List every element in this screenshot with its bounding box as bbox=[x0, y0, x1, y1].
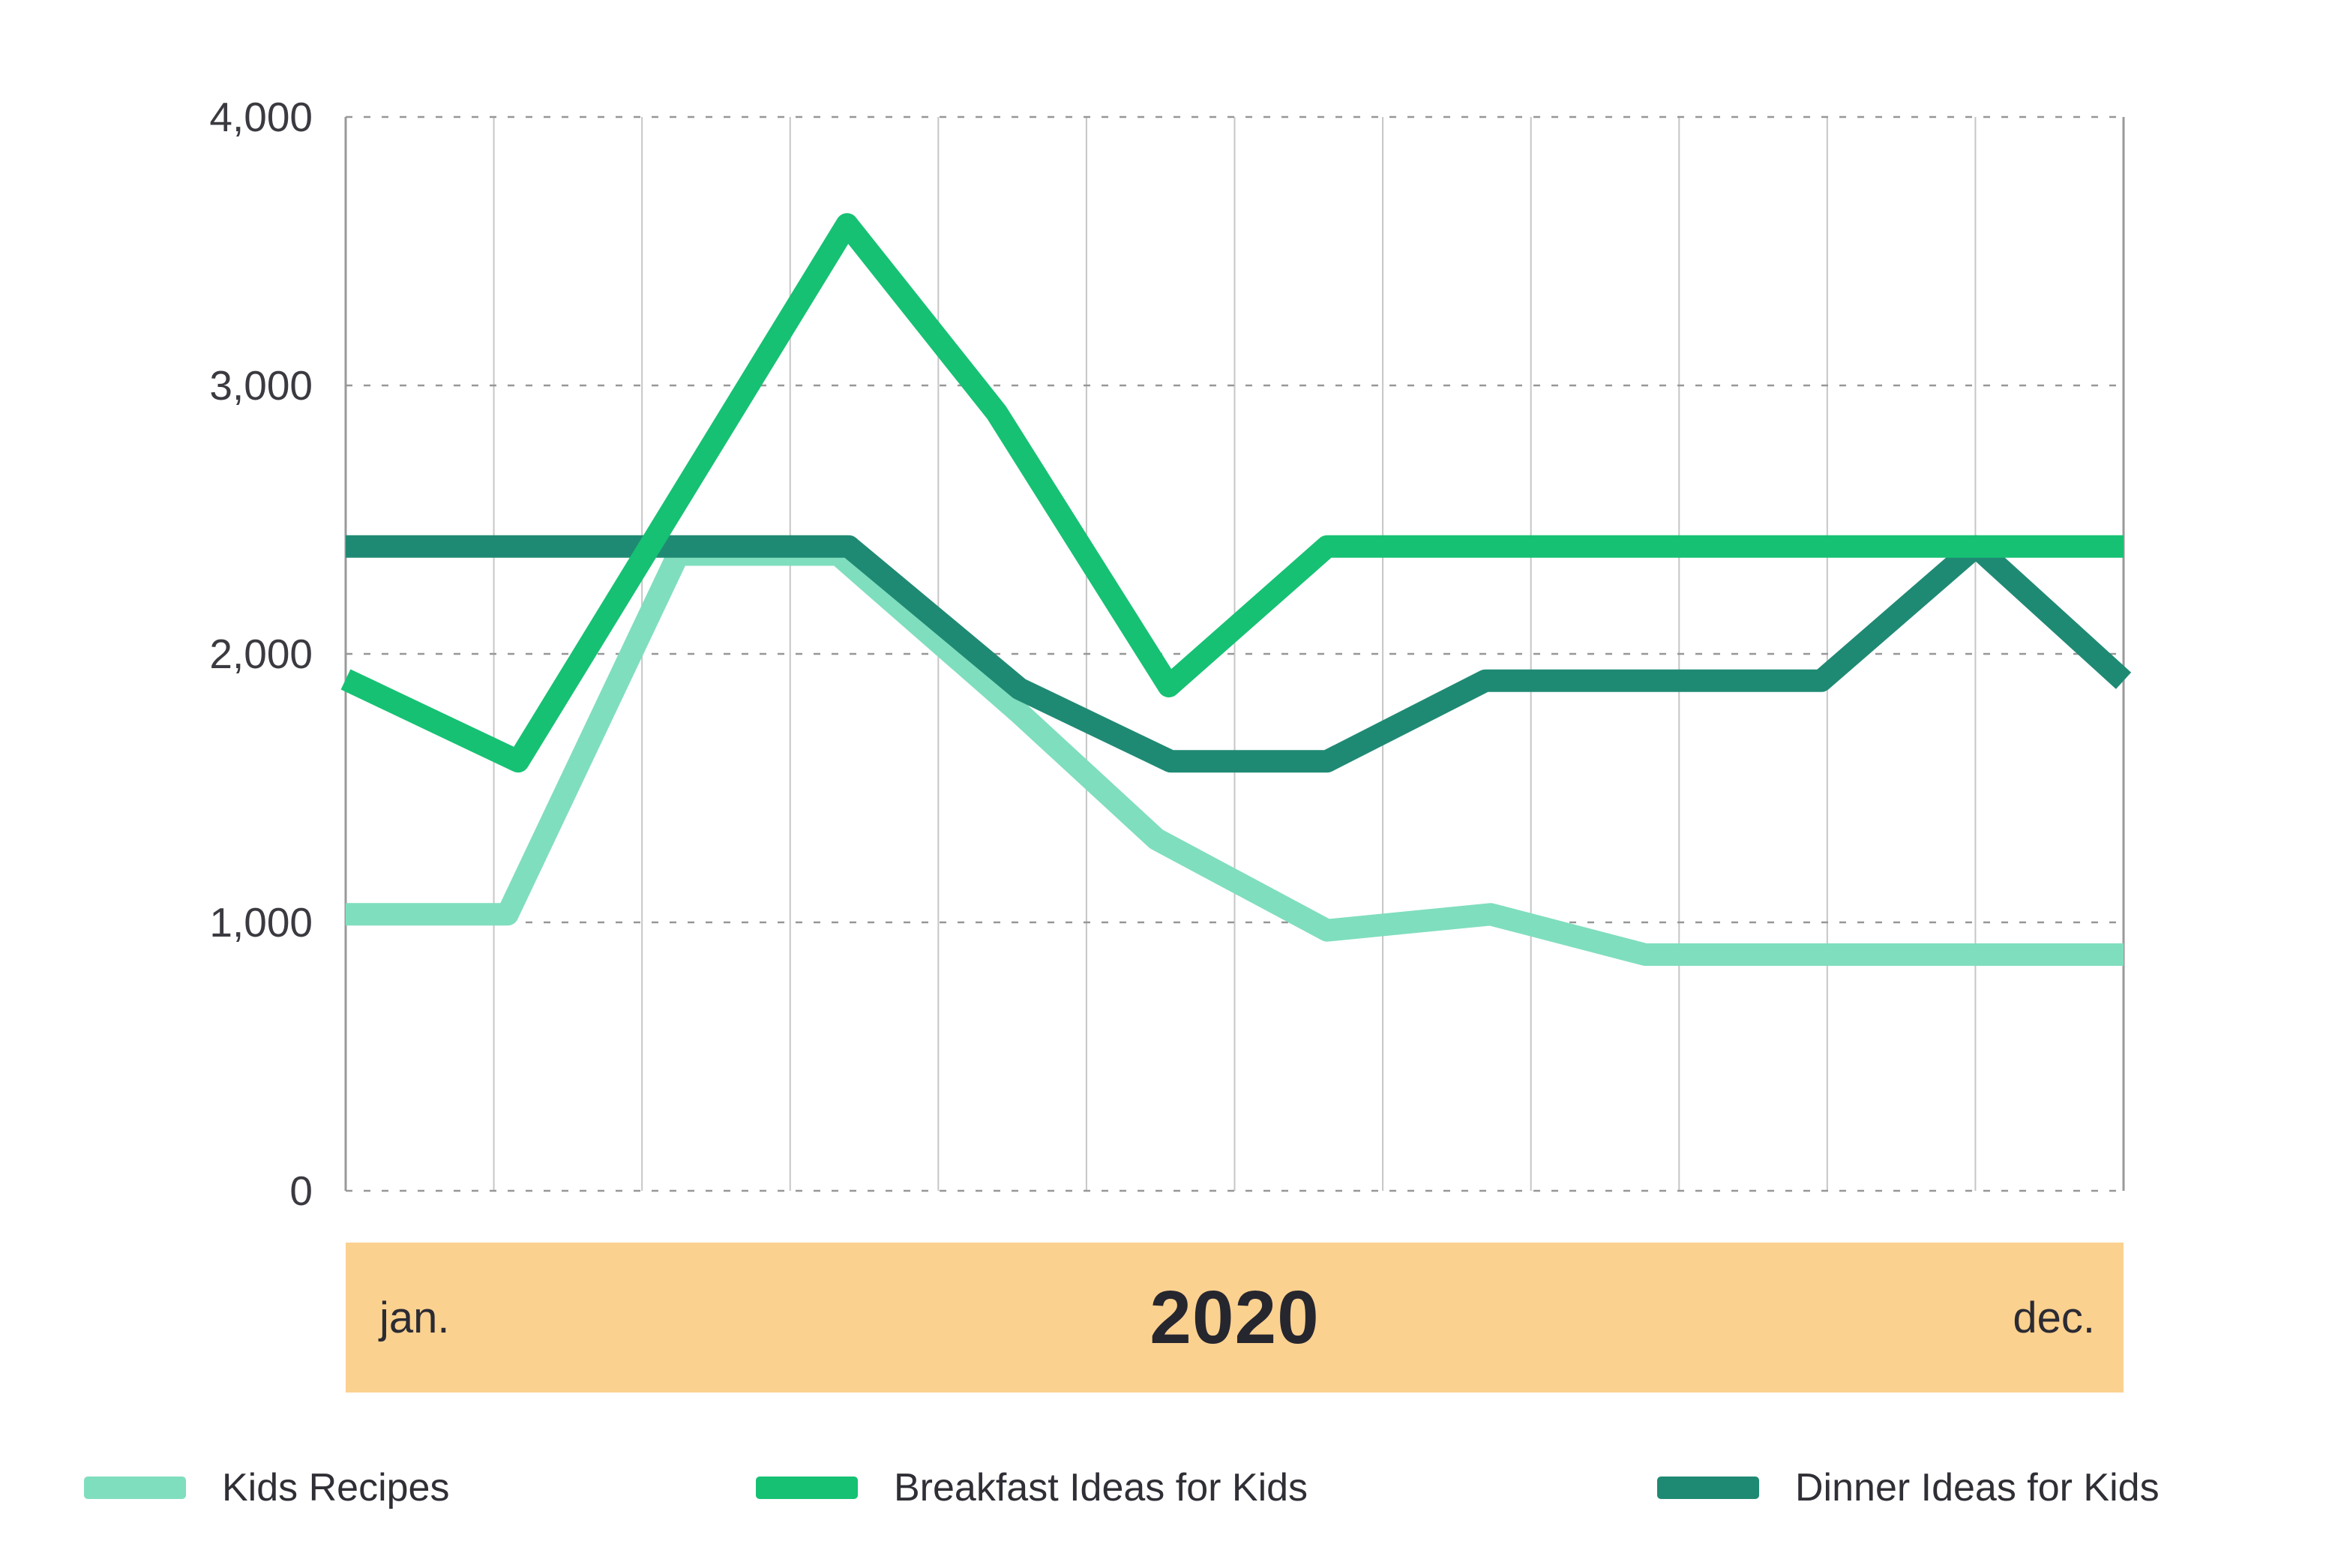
legend-swatch-kids-recipes bbox=[84, 1477, 186, 1499]
x-axis-label-dec: dec. bbox=[2013, 1293, 2095, 1342]
y-tick-2000: 2,000 bbox=[209, 631, 313, 677]
x-axis-year-band: jan. 2020 dec. bbox=[346, 1243, 2124, 1393]
legend-swatch-dinner-ideas bbox=[1657, 1477, 1759, 1499]
y-tick-3000: 3,000 bbox=[209, 362, 313, 409]
x-axis-year-label: 2020 bbox=[1150, 1275, 1320, 1360]
legend-label-kids-recipes: Kids Recipes bbox=[222, 1466, 450, 1510]
legend-label-dinner-ideas: Dinner Ideas for Kids bbox=[1795, 1466, 2160, 1510]
x-axis-label-jan: jan. bbox=[379, 1293, 450, 1342]
legend-item-dinner-ideas: Dinner Ideas for Kids bbox=[1657, 1464, 2160, 1512]
y-tick-1000: 1,000 bbox=[209, 899, 313, 946]
y-tick-4000: 4,000 bbox=[209, 94, 313, 140]
y-tick-0: 0 bbox=[289, 1168, 313, 1214]
legend-item-breakfast-ideas: Breakfast Ideas for Kids bbox=[756, 1464, 1308, 1512]
legend-label-breakfast-ideas: Breakfast Ideas for Kids bbox=[894, 1466, 1308, 1510]
legend-swatch-breakfast-ideas bbox=[756, 1477, 858, 1499]
legend-item-kids-recipes: Kids Recipes bbox=[84, 1464, 449, 1512]
